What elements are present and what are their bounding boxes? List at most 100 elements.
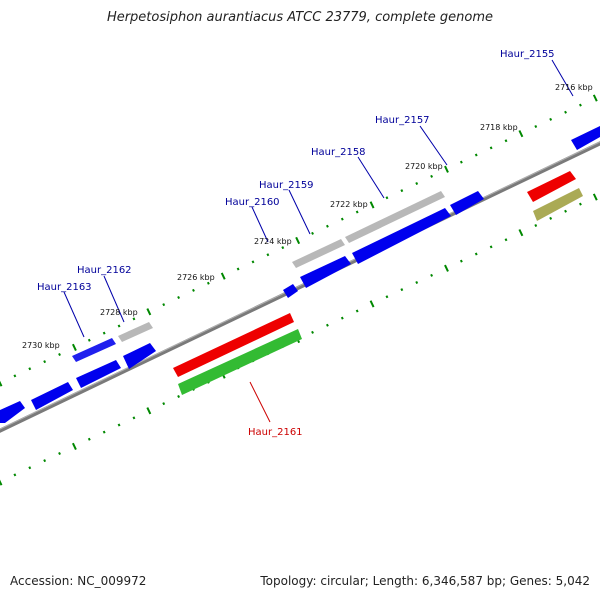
major-tick — [0, 479, 3, 486]
major-tick — [444, 264, 449, 272]
gene-label-haur-2162[interactable]: Haur_2162 — [77, 265, 132, 276]
minor-tick — [13, 374, 17, 378]
gene-label-haur-2160[interactable]: Haur_2160 — [225, 197, 280, 208]
leader-line — [288, 189, 311, 235]
gene-arrow[interactable] — [533, 188, 583, 221]
major-tick — [220, 272, 226, 280]
minor-tick — [206, 281, 210, 285]
minor-tick — [489, 146, 493, 150]
minor-tick — [162, 402, 166, 406]
gene-label-haur-2157[interactable]: Haur_2157 — [375, 115, 430, 126]
forward-gene-track-2 — [0, 126, 600, 423]
gene-arrow[interactable] — [76, 360, 121, 388]
minor-tick — [430, 174, 434, 178]
minor-tick — [117, 423, 121, 427]
minor-tick — [385, 295, 389, 299]
gene-arrow[interactable] — [450, 191, 484, 215]
minor-tick — [430, 273, 434, 277]
minor-tick — [102, 331, 106, 335]
leader-line — [103, 275, 125, 323]
gene-arrow[interactable] — [352, 208, 451, 264]
minor-tick — [459, 259, 463, 263]
major-tick — [146, 308, 152, 316]
outer-tick-ring — [0, 94, 598, 387]
accession-text: Accession: NC_009972 — [10, 574, 147, 588]
gene-arrow[interactable] — [571, 126, 600, 150]
minor-tick — [58, 451, 61, 456]
topology-summary: Topology: circular; Length: 6,346,587 bp… — [260, 574, 590, 588]
minor-tick — [459, 160, 463, 164]
minor-tick — [534, 125, 538, 129]
minor-tick — [326, 323, 329, 327]
gene-label-haur-2161[interactable]: Haur_2161 — [248, 427, 303, 438]
gene-label-haur-2159[interactable]: Haur_2159 — [259, 180, 314, 191]
leader-line — [251, 206, 269, 243]
gene-arrow[interactable] — [123, 343, 156, 369]
gene-arrow[interactable] — [72, 338, 116, 362]
minor-tick — [400, 288, 404, 292]
minor-tick — [340, 316, 344, 320]
major-tick — [518, 229, 524, 237]
reverse-gene-track — [173, 188, 583, 395]
major-tick — [592, 94, 598, 102]
gene-label-haur-2158[interactable]: Haur_2158 — [311, 147, 366, 158]
minor-tick — [43, 360, 47, 364]
kbp-label: 2716 kbp — [555, 83, 593, 92]
gene-arrow[interactable] — [292, 239, 345, 268]
map-title: Herpetosiphon aurantiacus ATCC 23779, co… — [106, 10, 494, 25]
genome-backbone-highlight — [0, 141, 600, 430]
gene-arrow[interactable] — [345, 191, 445, 243]
minor-tick — [236, 267, 240, 271]
gene-arrow[interactable] — [118, 322, 153, 342]
label-leaders — [63, 59, 574, 423]
minor-tick — [504, 238, 508, 242]
gene-arrow[interactable] — [178, 329, 302, 395]
minor-tick — [87, 338, 91, 342]
gene-label-haur-2163[interactable]: Haur_2163 — [37, 282, 92, 293]
minor-tick — [504, 139, 508, 143]
gene-arrow[interactable] — [173, 313, 294, 377]
leader-line — [551, 59, 574, 97]
leader-line — [419, 125, 448, 166]
major-tick — [592, 193, 598, 201]
kbp-label: 2730 kbp — [22, 341, 60, 350]
minor-tick — [177, 394, 181, 399]
minor-tick — [326, 224, 329, 228]
minor-tick — [13, 473, 17, 477]
minor-tick — [132, 416, 136, 420]
major-tick — [444, 165, 449, 173]
minor-tick — [579, 103, 582, 107]
minor-tick — [489, 245, 493, 249]
major-tick — [369, 201, 375, 209]
minor-tick — [549, 216, 553, 220]
minor-tick — [132, 317, 136, 321]
gene-arrow[interactable] — [300, 256, 351, 288]
minor-tick — [564, 209, 567, 213]
gene-arrow[interactable] — [0, 401, 25, 423]
kbp-label: 2724 kbp — [254, 237, 292, 246]
major-tick — [295, 236, 301, 245]
gene-arrow[interactable] — [31, 382, 73, 410]
gene-arrow[interactable] — [283, 284, 298, 298]
gene-label-haur-2155[interactable]: Haur_2155 — [500, 49, 555, 60]
gene-arrow[interactable] — [527, 171, 576, 202]
major-tick — [72, 343, 77, 351]
kbp-label: 2720 kbp — [405, 162, 443, 171]
minor-tick — [162, 303, 166, 307]
minor-tick — [281, 246, 285, 250]
minor-tick — [266, 253, 270, 257]
minor-tick — [385, 196, 389, 200]
kbp-labels: 2716 kbp 2718 kbp 2720 kbp 2722 kbp 2724… — [22, 83, 593, 350]
kbp-label: 2728 kbp — [100, 308, 138, 317]
minor-tick — [415, 182, 419, 186]
major-tick — [369, 300, 375, 308]
leader-line — [357, 156, 385, 199]
kbp-label: 2726 kbp — [177, 273, 215, 282]
minor-tick — [28, 367, 32, 371]
minor-tick — [355, 210, 359, 214]
major-tick — [0, 380, 3, 387]
minor-tick — [251, 260, 255, 264]
major-tick — [518, 130, 524, 138]
genome-backbone — [0, 141, 600, 433]
